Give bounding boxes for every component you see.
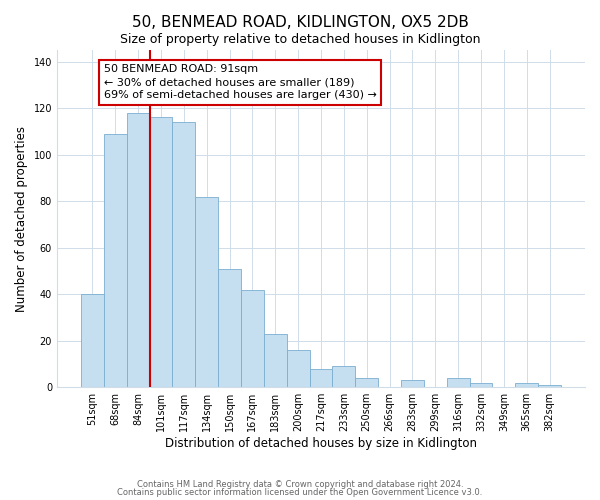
Bar — [310, 368, 332, 387]
Bar — [332, 366, 355, 387]
Bar — [287, 350, 310, 387]
Bar — [264, 334, 287, 387]
Bar — [172, 122, 195, 387]
Text: Contains public sector information licensed under the Open Government Licence v3: Contains public sector information licen… — [118, 488, 482, 497]
Bar — [127, 113, 149, 387]
Bar — [446, 378, 470, 387]
Text: Size of property relative to detached houses in Kidlington: Size of property relative to detached ho… — [120, 32, 480, 46]
Bar — [149, 118, 172, 387]
Text: 50 BENMEAD ROAD: 91sqm
← 30% of detached houses are smaller (189)
69% of semi-de: 50 BENMEAD ROAD: 91sqm ← 30% of detached… — [104, 64, 377, 100]
Bar — [401, 380, 424, 387]
Bar — [515, 382, 538, 387]
Bar — [81, 294, 104, 387]
Bar — [355, 378, 378, 387]
Bar — [218, 268, 241, 387]
X-axis label: Distribution of detached houses by size in Kidlington: Distribution of detached houses by size … — [165, 437, 477, 450]
Text: Contains HM Land Registry data © Crown copyright and database right 2024.: Contains HM Land Registry data © Crown c… — [137, 480, 463, 489]
Text: 50, BENMEAD ROAD, KIDLINGTON, OX5 2DB: 50, BENMEAD ROAD, KIDLINGTON, OX5 2DB — [131, 15, 469, 30]
Bar — [241, 290, 264, 387]
Bar — [538, 385, 561, 387]
Bar — [195, 196, 218, 387]
Bar — [470, 382, 493, 387]
Y-axis label: Number of detached properties: Number of detached properties — [15, 126, 28, 312]
Bar — [104, 134, 127, 387]
